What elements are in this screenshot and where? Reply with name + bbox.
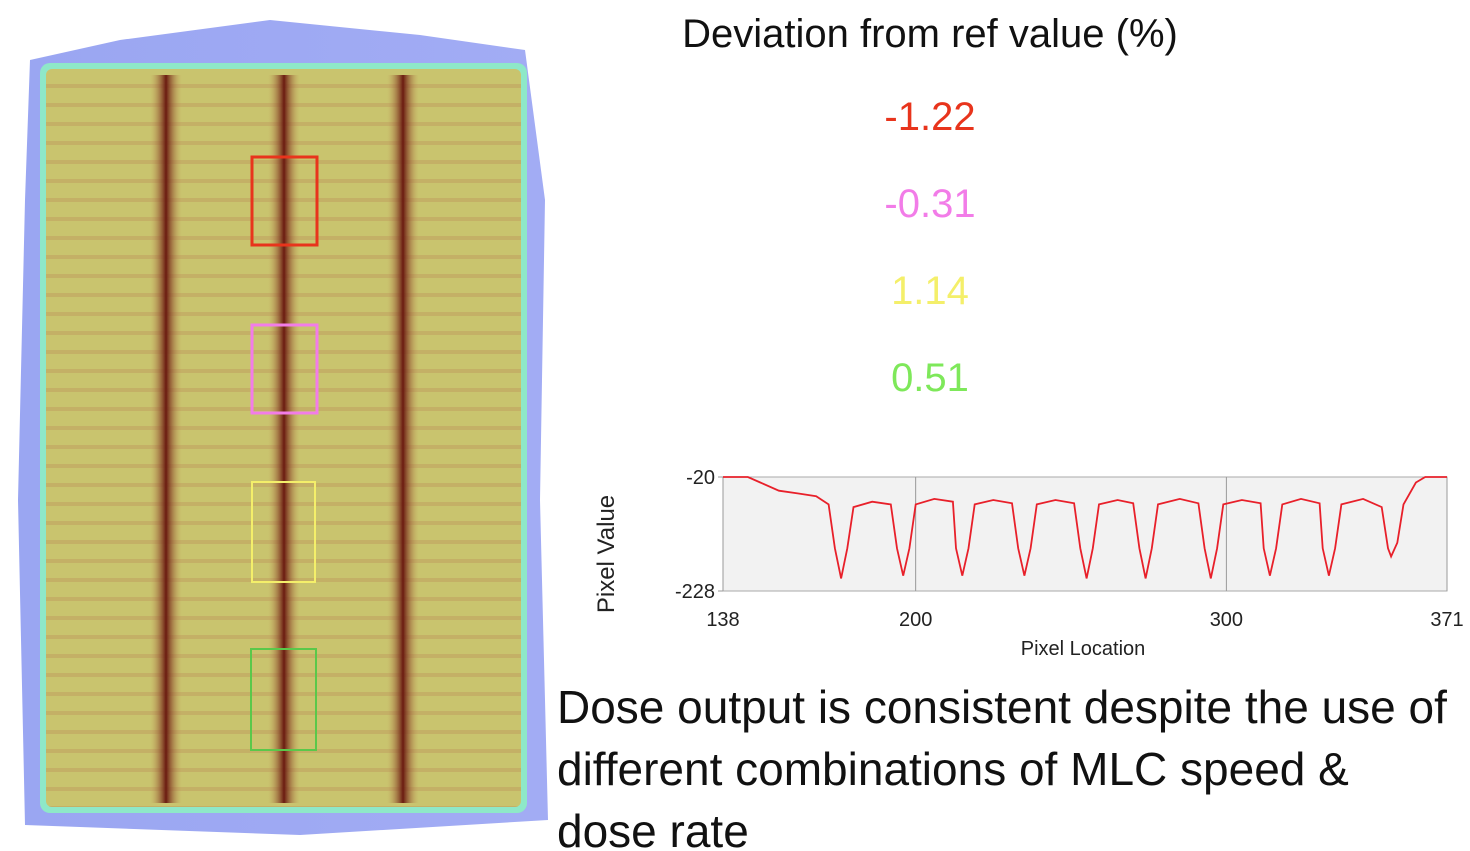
film-image [18,20,548,835]
deviation-value: -1.22 [884,95,976,139]
x-tick-label: 371 [1430,609,1463,631]
x-tick-label: 138 [706,609,739,631]
x-axis-label: Pixel Location [1021,638,1146,660]
profile-chart: 138 200 300 371 -20 -228 Pixel Location Pixel V… [593,467,1464,660]
y-axis-label: Pixel Value [593,495,620,613]
deviation-value: 0.51 [891,356,969,400]
deviation-value: 1.14 [891,269,969,313]
y-tick-label: -20 [686,467,715,489]
deviation-value: -0.31 [884,182,976,226]
profile-line [723,476,1447,579]
heading: Deviation from ref value (%) [682,12,1178,56]
y-tick-label: -228 [675,581,715,603]
x-tick-label: 300 [1210,609,1243,631]
x-tick-label: 200 [899,609,932,631]
conclusion-text: Dose output is consistent despite the us… [557,681,1447,851]
